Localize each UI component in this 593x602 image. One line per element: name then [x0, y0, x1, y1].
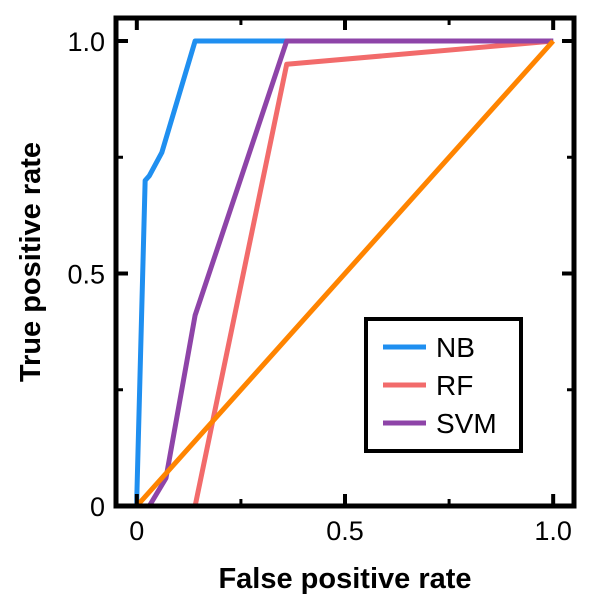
y-tick-label-1: 0.5	[67, 260, 105, 290]
legend-label-rf: RF	[436, 370, 473, 401]
x-tick-label-2: 1.0	[534, 516, 572, 546]
legend-label-svm: SVM	[436, 408, 497, 439]
series-line-rf	[192, 38, 554, 507]
series-line-svm	[147, 38, 554, 508]
legend: NB RF SVM	[364, 317, 523, 453]
legend-label-nb: NB	[436, 332, 475, 363]
y-axis-label: True positive rate	[15, 142, 47, 382]
y-tick-label-0: 0	[90, 492, 105, 522]
x-tick-label-0: 0	[129, 516, 144, 546]
ticks-layer: 0 0.5 1.0 0 0.5 1.0	[67, 18, 574, 546]
x-axis-label: False positive rate	[218, 563, 471, 595]
y-tick-label-2: 1.0	[67, 27, 105, 57]
series-line-chance	[134, 39, 556, 508]
series-layer	[134, 38, 556, 508]
x-tick-label-1: 0.5	[326, 516, 364, 546]
